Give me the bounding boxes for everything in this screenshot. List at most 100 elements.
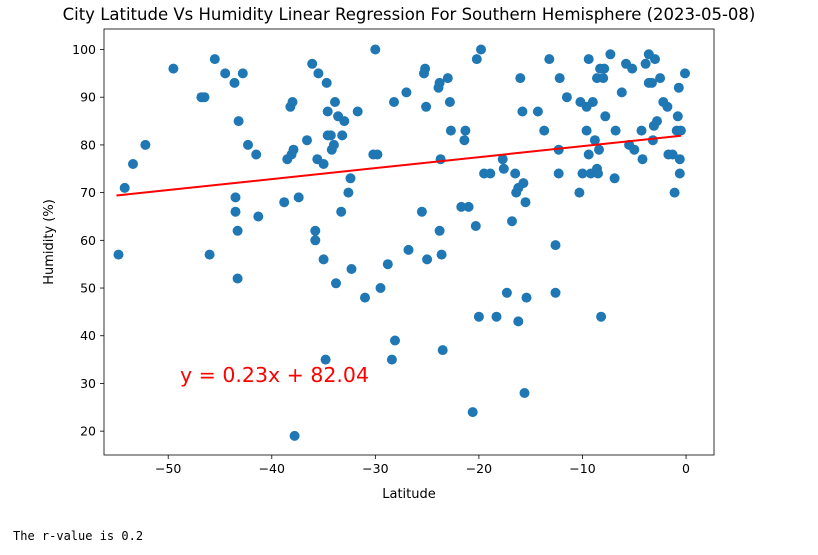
data-point <box>199 92 210 103</box>
data-point <box>390 335 400 346</box>
data-point <box>491 311 502 322</box>
data-point <box>652 116 662 127</box>
data-point <box>302 135 312 146</box>
data-point <box>598 73 609 84</box>
data-point <box>318 254 329 265</box>
data-point <box>237 68 248 79</box>
data-point <box>463 201 474 212</box>
data-point <box>521 292 532 303</box>
data-point <box>232 225 243 236</box>
data-point <box>119 182 130 193</box>
data-point <box>497 154 508 165</box>
data-point <box>331 278 341 289</box>
data-point <box>336 206 347 217</box>
data-point <box>310 225 321 236</box>
data-point <box>232 273 243 284</box>
data-point <box>437 345 448 356</box>
regression-equation: y = 0.23x + 82.04 <box>180 363 369 387</box>
plot-frame <box>103 28 715 456</box>
data-point <box>470 221 481 231</box>
data-point <box>550 287 561 298</box>
data-point <box>346 264 357 274</box>
data-point <box>672 111 683 122</box>
data-point <box>594 144 604 155</box>
data-point <box>339 116 350 127</box>
data-point <box>596 311 607 322</box>
data-point <box>629 144 640 155</box>
data-point <box>128 159 138 169</box>
y-tick-label: 50 <box>80 281 96 296</box>
data-point <box>583 54 594 65</box>
data-point <box>599 63 610 74</box>
data-point <box>243 139 253 150</box>
data-point <box>674 168 685 179</box>
data-point <box>646 77 657 88</box>
data-point <box>467 407 478 418</box>
data-point <box>289 430 300 441</box>
data-point <box>627 63 638 74</box>
data-point <box>471 54 482 65</box>
data-point <box>662 101 673 112</box>
data-point <box>544 54 555 65</box>
data-point <box>360 292 370 303</box>
data-point <box>674 154 685 165</box>
data-point <box>416 206 427 217</box>
y-axis-label: Humidity (%) <box>42 199 57 285</box>
data-point <box>507 216 517 227</box>
data-point <box>370 44 381 55</box>
data-point <box>421 101 432 112</box>
data-point <box>230 192 241 203</box>
data-point <box>422 254 433 265</box>
data-point <box>318 159 329 169</box>
data-point <box>513 316 524 327</box>
data-point <box>519 388 530 398</box>
data-point <box>667 149 678 160</box>
chart-title: City Latitude Vs Humidity Linear Regress… <box>63 5 756 24</box>
data-point <box>320 354 331 365</box>
y-tick-label: 70 <box>80 185 96 200</box>
y-tick-label: 100 <box>72 42 96 57</box>
x-tick-label: −10 <box>569 461 595 476</box>
y-tick-label: 40 <box>80 328 96 343</box>
data-point <box>352 106 363 117</box>
data-point <box>680 68 690 79</box>
data-point <box>636 125 647 136</box>
data-point <box>616 87 627 98</box>
data-point <box>554 73 565 84</box>
x-tick-label: −20 <box>466 461 492 476</box>
data-point <box>650 54 660 65</box>
data-point <box>389 97 399 107</box>
data-point <box>593 168 603 179</box>
data-point <box>220 68 231 79</box>
data-point <box>600 111 611 122</box>
data-point <box>382 259 393 270</box>
data-point <box>322 106 333 117</box>
data-point <box>279 197 290 208</box>
data-point <box>553 168 564 179</box>
data-point <box>577 168 588 179</box>
data-points <box>113 44 690 441</box>
y-tick-label: 80 <box>80 137 96 152</box>
x-tick-label: −40 <box>259 461 285 476</box>
data-point <box>485 168 496 179</box>
data-point <box>337 130 348 141</box>
data-point <box>325 130 336 141</box>
regression-line-layer <box>116 134 681 197</box>
x-tick-label: −50 <box>155 461 181 476</box>
data-point <box>655 73 666 84</box>
data-point <box>345 173 356 184</box>
data-point <box>459 135 470 146</box>
data-point <box>436 249 447 260</box>
data-point <box>328 139 339 150</box>
data-point <box>587 97 598 107</box>
data-point <box>307 58 318 69</box>
data-point <box>321 77 332 88</box>
data-point <box>434 225 445 236</box>
data-point <box>515 73 526 84</box>
data-point <box>287 97 298 107</box>
data-point <box>251 149 262 160</box>
data-point <box>675 125 686 136</box>
data-point <box>510 168 521 179</box>
data-point <box>330 97 340 107</box>
data-point <box>518 178 529 189</box>
